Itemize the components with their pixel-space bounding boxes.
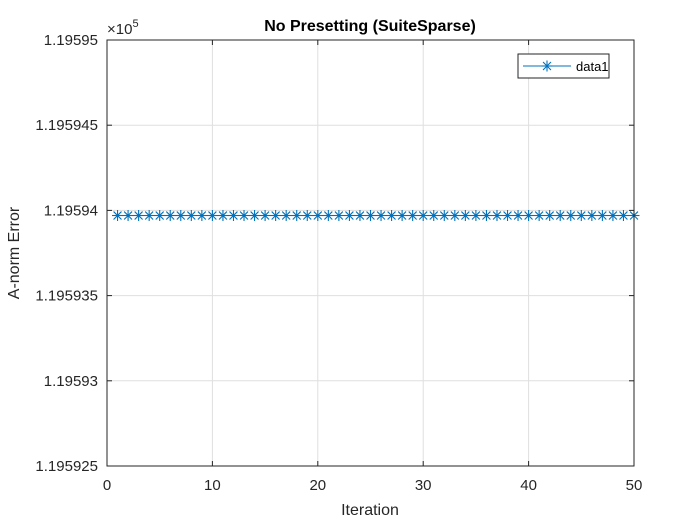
data-point — [133, 210, 144, 221]
data-point — [502, 210, 513, 221]
legend: data1 — [518, 54, 609, 78]
data-point — [565, 210, 576, 221]
x-tick-label: 0 — [103, 477, 111, 494]
data-point — [207, 210, 218, 221]
data-point — [439, 210, 450, 221]
data-point — [154, 210, 165, 221]
data-point — [323, 210, 334, 221]
y-tick-label: 1.195945 — [35, 117, 98, 134]
data-point — [544, 210, 555, 221]
x-tick-label: 40 — [520, 477, 537, 494]
y-axis-label: A-norm Error — [6, 206, 23, 299]
data-point — [597, 210, 608, 221]
x-tick-label: 20 — [309, 477, 326, 494]
data-point — [365, 210, 376, 221]
y-tick-label: 1.195935 — [35, 288, 98, 305]
data-point — [249, 210, 260, 221]
y-tick-label: 1.19595 — [44, 32, 98, 49]
data-point — [186, 210, 197, 221]
x-tick-label: 10 — [204, 477, 221, 494]
data-point — [491, 210, 502, 221]
data-point — [281, 210, 292, 221]
data-point — [460, 210, 471, 221]
x-tick-label: 30 — [415, 477, 432, 494]
legend-marker — [542, 61, 553, 72]
y-tick-label: 1.19593 — [44, 373, 98, 390]
data-point — [228, 210, 239, 221]
legend-star-marker — [542, 61, 553, 72]
data-point — [555, 210, 566, 221]
data-point — [291, 210, 302, 221]
data-point — [333, 210, 344, 221]
data-point — [312, 210, 323, 221]
data-point — [239, 210, 250, 221]
x-tick-label: 50 — [626, 477, 643, 494]
data-point — [217, 210, 228, 221]
y-tick-label: 1.19594 — [44, 202, 98, 219]
data-point — [144, 210, 155, 221]
data-point — [112, 210, 123, 221]
data-point — [344, 210, 355, 221]
data-point — [270, 210, 281, 221]
data-point — [376, 210, 387, 221]
data-point — [618, 210, 629, 221]
data-point — [586, 210, 597, 221]
data-point — [175, 210, 186, 221]
data-point — [123, 210, 134, 221]
data-point — [481, 210, 492, 221]
data-point — [523, 210, 534, 221]
data-point — [418, 210, 429, 221]
data-point — [576, 210, 587, 221]
plot-area — [107, 40, 634, 466]
data-point — [407, 210, 418, 221]
data-point — [607, 210, 618, 221]
chart-title: No Presetting (SuiteSparse) — [264, 18, 476, 35]
y-tick-label: 1.195925 — [35, 458, 98, 475]
data-point — [534, 210, 545, 221]
data-point — [386, 210, 397, 221]
data-point — [302, 210, 313, 221]
data-point — [428, 210, 439, 221]
legend-label: data1 — [576, 59, 609, 74]
data-point — [449, 210, 460, 221]
data-point — [260, 210, 271, 221]
data-point — [470, 210, 481, 221]
data-point — [513, 210, 524, 221]
x-axis-label: Iteration — [341, 502, 399, 519]
data-point — [165, 210, 176, 221]
data-point — [354, 210, 365, 221]
data-point — [397, 210, 408, 221]
data-point — [196, 210, 207, 221]
